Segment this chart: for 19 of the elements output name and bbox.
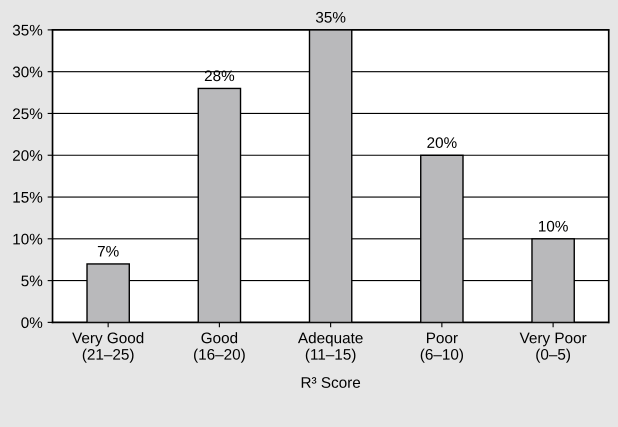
y-tick-label: 35% (12, 24, 42, 36)
x-tick-label: Poor (6–10) (420, 332, 464, 363)
x-axis-title: R³ Score (302, 377, 360, 388)
data-label: 28% (204, 70, 234, 82)
y-tick-label: 10% (13, 234, 42, 244)
data-label: 10% (538, 220, 568, 232)
y-tick-label: 30% (12, 66, 42, 78)
x-tick-label: Adequate (11–15) (298, 332, 363, 363)
y-tick-label: 25% (13, 108, 42, 120)
y-tick-label: 20% (13, 150, 42, 161)
x-tick-label: Good (16–20) (194, 332, 245, 363)
y-tick-label: 5% (21, 276, 42, 286)
y-tick-label: 0% (21, 317, 42, 328)
y-tick-label: 15% (13, 192, 42, 203)
x-tick-label: Very Poor (0–5) (520, 332, 586, 363)
data-label: 7% (98, 246, 119, 257)
data-label: 20% (427, 137, 457, 148)
x-tick-label: Very Good (21–25) (72, 332, 144, 363)
data-label: 35% (316, 12, 346, 23)
